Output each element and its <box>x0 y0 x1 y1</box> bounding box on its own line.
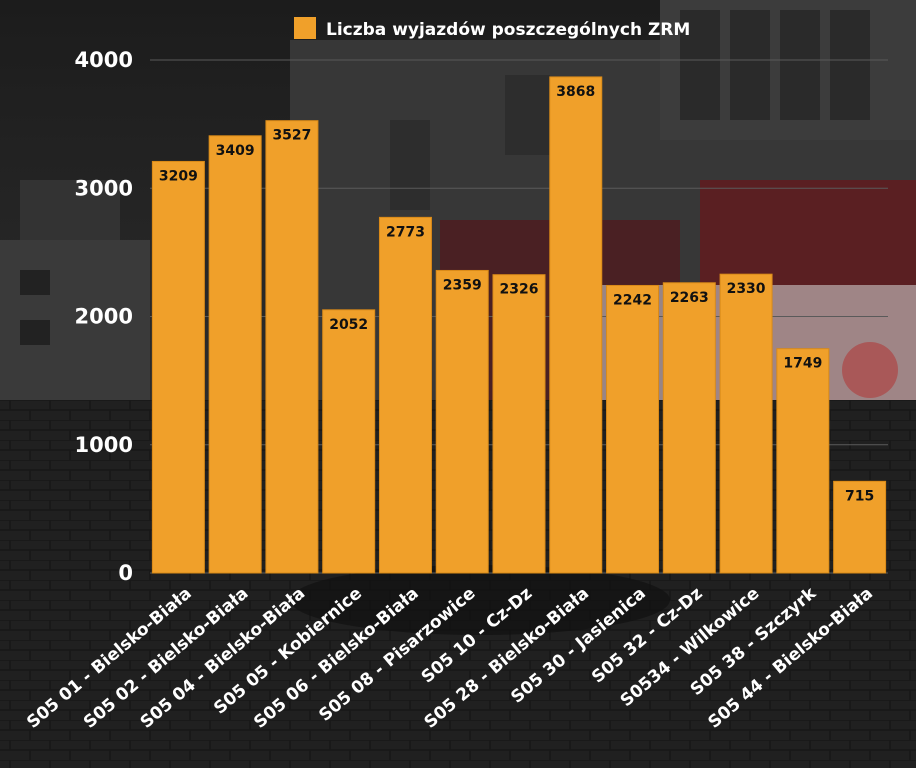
bar <box>378 216 432 574</box>
data-label: 1749 <box>783 356 822 372</box>
data-label: 2242 <box>613 292 652 308</box>
data-label-box <box>778 351 827 374</box>
data-label-box <box>267 123 316 146</box>
bar <box>606 284 660 574</box>
data-label: 2330 <box>727 281 766 297</box>
legend-swatch <box>294 17 316 39</box>
bar <box>492 274 546 574</box>
data-label: 2052 <box>329 317 368 333</box>
y-tick-label: 2000 <box>75 305 133 329</box>
data-label-box <box>608 288 657 311</box>
legend: Liczba wyjazdów poszczególnych ZRM <box>294 17 690 40</box>
bar <box>208 135 262 574</box>
data-label: 3209 <box>159 168 198 184</box>
data-label-box <box>722 277 771 300</box>
data-label: 2773 <box>386 224 425 240</box>
data-label: 3868 <box>556 84 595 100</box>
data-label-box <box>665 285 714 308</box>
data-label-box <box>835 484 884 507</box>
data-label-box <box>438 273 487 296</box>
data-label-box <box>551 79 600 102</box>
data-label: 3409 <box>216 143 255 159</box>
bar <box>151 160 205 574</box>
bar <box>265 120 319 574</box>
legend-label: Liczba wyjazdów poszczególnych ZRM <box>326 20 690 40</box>
bar <box>322 309 376 574</box>
data-label-box <box>495 277 543 300</box>
data-label: 2326 <box>500 282 539 298</box>
y-tick-label: 0 <box>118 561 133 585</box>
data-label: 3527 <box>272 128 311 144</box>
bar <box>662 282 716 574</box>
bar <box>719 273 773 574</box>
data-label-box <box>324 312 373 335</box>
y-axis: 0 1000 2000 3000 4000 <box>75 48 133 585</box>
data-label-box <box>154 164 203 187</box>
y-tick-label: 3000 <box>75 176 133 200</box>
data-labels: 3209 3409 3527 2052 2773 2359 2326 3868 2242 2263… <box>154 79 884 507</box>
data-label-box <box>211 138 260 161</box>
data-label-box <box>381 220 430 243</box>
y-tick-label: 4000 <box>75 48 133 72</box>
bar <box>776 348 830 574</box>
data-label: 715 <box>845 488 874 504</box>
y-tick-label: 1000 <box>75 433 133 457</box>
bar <box>435 269 489 574</box>
bar <box>549 76 603 574</box>
data-label: 2359 <box>443 277 482 293</box>
data-label: 2263 <box>670 290 709 306</box>
bars <box>151 76 887 574</box>
